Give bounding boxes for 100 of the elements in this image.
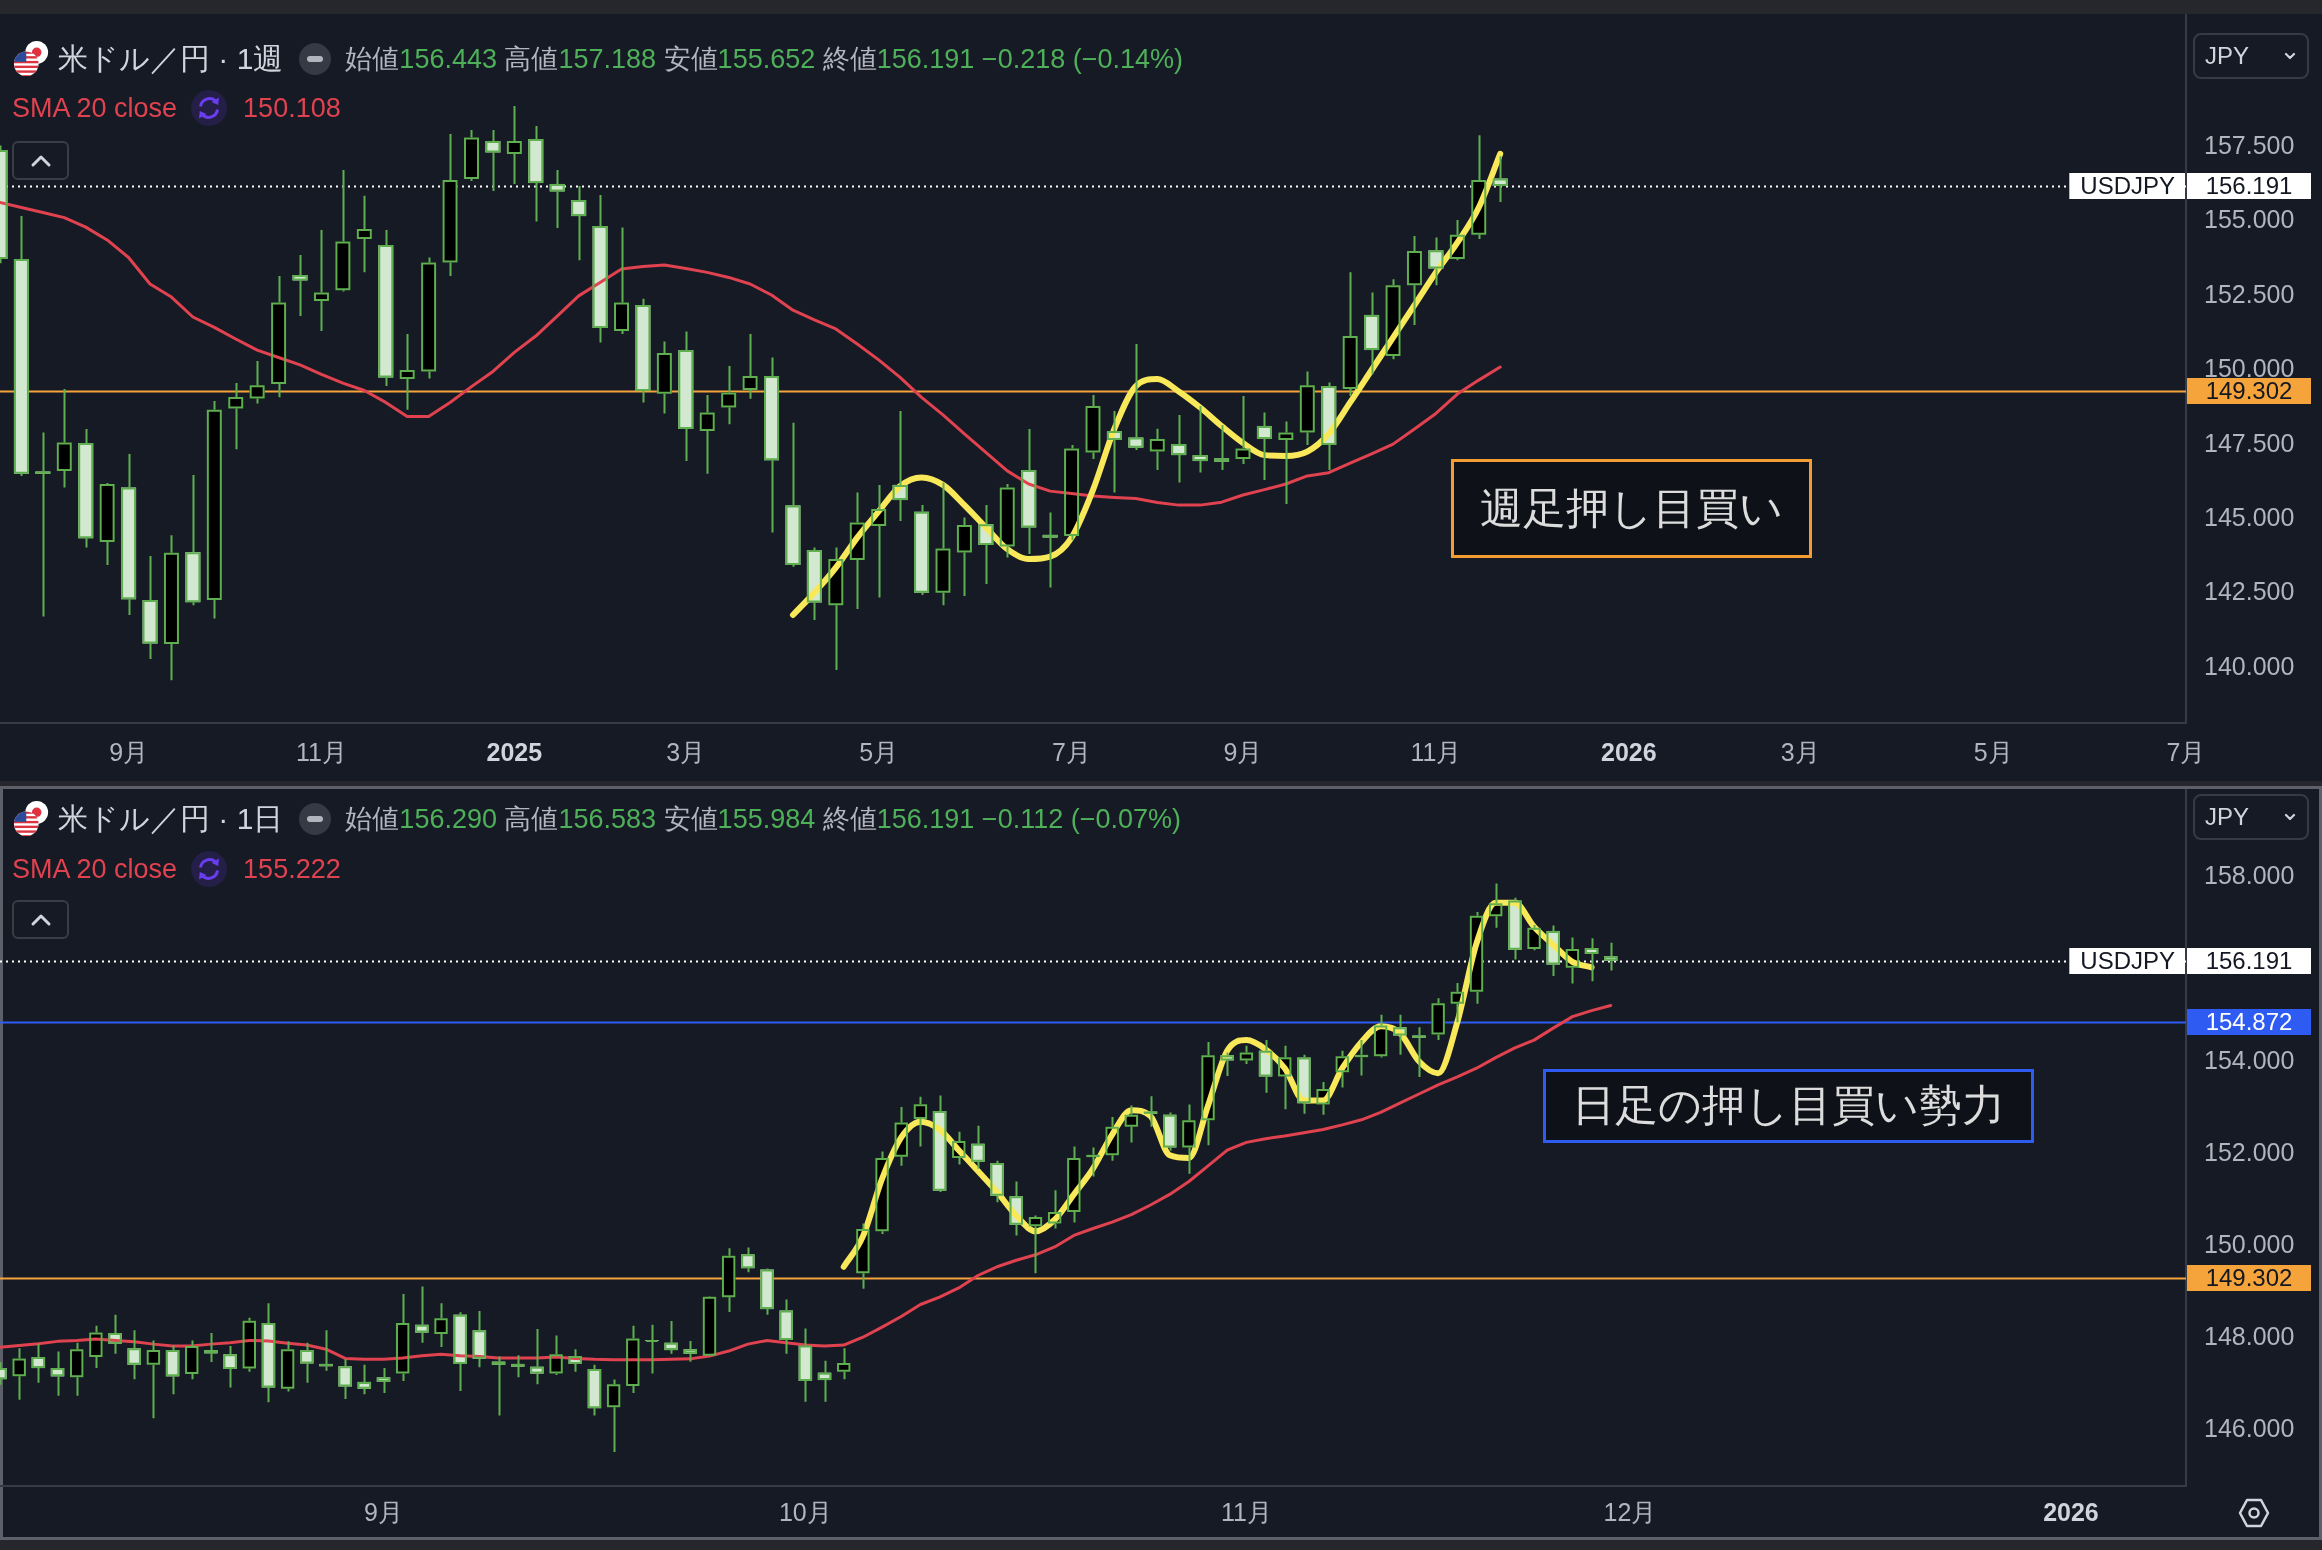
candlestick [1214,424,1230,471]
candlestick [549,168,565,230]
candlestick [1604,941,1618,972]
candlestick [1235,394,1251,466]
candlestick [1220,1051,1234,1078]
y-tick-label: 150.000 [2204,1229,2295,1258]
candlestick [1064,444,1080,541]
candlestick [223,1344,237,1389]
candlestick [626,1324,640,1394]
candlestick [798,1327,813,1403]
y-axis-title: JPY [2205,803,2250,831]
candlestick [292,254,308,318]
candlestick [1239,1044,1254,1066]
candlestick [511,1354,525,1379]
candlestick [242,1316,256,1373]
text: SMA 20 close [12,853,178,885]
candlestick [806,546,822,622]
candlestick [568,1348,582,1373]
x-tick-label: 2026 [1600,737,1657,766]
candlestick [31,1342,46,1384]
x-tick-label: 11月 [1410,737,1462,766]
annotation: 週足押し目買い [1451,459,1812,558]
y-tick-label: 157.500 [2204,130,2295,159]
candlestick [300,1341,314,1384]
y-tick-label: 158.000 [2204,861,2295,890]
candlestick [12,1347,26,1401]
candlestick [204,1332,218,1364]
candlestick [971,1124,985,1170]
annotation: 150.108 [243,92,341,124]
candlestick [313,229,329,332]
candlestick [35,431,51,618]
x-tick-label: 9月 [109,737,149,766]
candlestick [261,1302,276,1404]
candlestick [1492,155,1508,204]
candlestick [1171,413,1187,484]
ref-line-label: 154.872 [2205,1007,2293,1035]
candlestick [1162,1111,1177,1152]
candlestick [1406,235,1422,327]
candlestick [999,482,1015,559]
ref-line-label: 149.302 [2205,1263,2293,1291]
candlestick [271,274,287,399]
candlestick [485,129,501,193]
candlestick [206,399,222,620]
x-tick-label: 12月 [1603,1497,1657,1526]
candlestick [127,1329,141,1381]
y-tick-label: 145.000 [2204,503,2295,531]
candlestick [1042,511,1058,589]
x-tick-label: 2025 [486,737,543,766]
candlestick [741,1246,755,1274]
candlestick [1085,393,1101,460]
y-tick-label: 154.000 [2204,1045,2295,1074]
candlestick [837,1347,851,1381]
candlestick [592,193,608,344]
candlestick [228,382,244,451]
text: 米ドル／円 · 1週 [58,40,284,77]
candlestick [664,1320,678,1355]
candlestick [453,1311,467,1393]
x-tick-label: 10月 [778,1497,832,1526]
candlestick [395,1292,410,1382]
candlestick [742,332,758,400]
y-tick-label: 146.000 [2204,1414,2295,1443]
y-tick-label: 148.000 [2204,1322,2295,1351]
candlestick [571,185,587,262]
chart-title: 米ドル／円 · 1日 [58,800,284,837]
x-tick-label: 7月 [1052,737,1092,766]
candlestick [678,330,694,463]
candlestick [249,360,265,405]
candlestick [1299,370,1315,446]
candlestick [1431,997,1445,1042]
candlestick [69,1341,84,1397]
text: USDJPY 156.191 [2080,946,2293,974]
candlestick [614,226,630,335]
candlestick [764,356,780,534]
candlestick [721,1247,736,1313]
candlestick [1021,427,1037,555]
candlestick [871,483,887,599]
x-tick-label: 3月 [1780,737,1820,766]
candlestick [1106,410,1122,494]
candlestick [1297,1053,1311,1115]
candlestick [108,1313,122,1355]
candlestick [1364,291,1380,376]
candlestick [185,474,201,607]
candlestick [721,365,737,426]
text: SMA 20 close [12,92,178,124]
candlestick [1086,1146,1100,1178]
candlestick [1278,420,1294,505]
candlestick [506,104,522,185]
candlestick [702,1296,717,1356]
candlestick [683,1339,698,1363]
candlestick [1258,1039,1273,1094]
candlestick [78,427,94,549]
candlestick [56,388,72,489]
candlestick [1182,1103,1196,1175]
candlestick [399,332,415,411]
candlestick [1428,236,1444,287]
candlestick [1124,1104,1139,1144]
y-tick-label: 142.500 [2204,577,2295,606]
candlestick [785,421,801,568]
candlestick [1192,405,1208,474]
candlestick [378,229,394,388]
